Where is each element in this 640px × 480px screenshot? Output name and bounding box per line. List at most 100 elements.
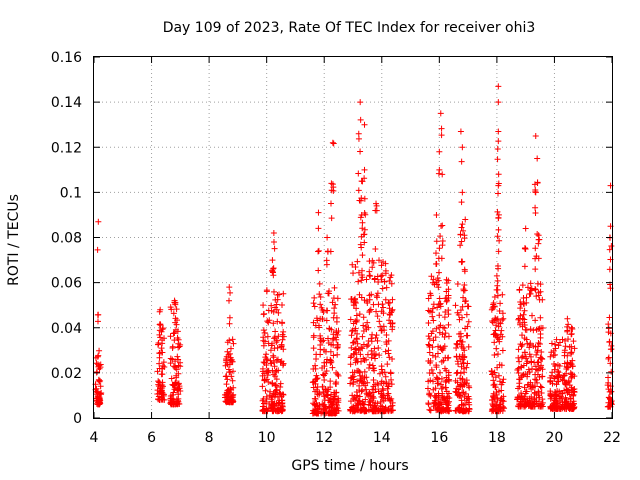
data-point: [563, 386, 570, 393]
data-point: [322, 370, 329, 377]
data-point: [356, 368, 363, 375]
data-point: [547, 353, 554, 360]
data-point: [493, 272, 500, 279]
data-point: [269, 407, 276, 414]
data-point: [605, 379, 612, 386]
data-point: [330, 342, 337, 349]
data-point: [270, 288, 277, 295]
data-point: [532, 317, 539, 324]
data-point: [352, 346, 358, 353]
data-point: [492, 374, 499, 381]
data-point: [489, 371, 496, 378]
data-point: [453, 354, 460, 361]
data-point: [279, 319, 286, 326]
data-point: [494, 233, 501, 240]
data-point: [456, 404, 463, 411]
data-point: [269, 402, 276, 409]
x-axis-ticks: 4 6 8 10 12 14 16 18 20 22: [90, 57, 621, 446]
data-point: [454, 358, 461, 365]
data-point: [538, 362, 545, 369]
data-point: [223, 353, 230, 360]
data-point: [167, 333, 174, 340]
data-point: [353, 355, 360, 362]
data-point: [431, 392, 438, 399]
data-point: [566, 405, 573, 412]
data-point: [356, 291, 363, 298]
data-point: [495, 83, 502, 90]
x-tick-label: 8: [205, 430, 214, 446]
data-point: [331, 393, 338, 400]
data-point: [569, 357, 576, 364]
data-point: [382, 373, 389, 380]
data-point: [368, 291, 375, 298]
data-point: [358, 244, 365, 251]
data-point: [167, 397, 174, 404]
data-point: [159, 365, 166, 372]
data-point: [357, 116, 364, 123]
data-point: [436, 245, 443, 252]
data-point: [430, 301, 437, 308]
data-point: [229, 358, 236, 365]
data-point: [605, 329, 612, 336]
data-point: [280, 328, 287, 335]
data-point: [386, 305, 393, 312]
data-point: [317, 294, 324, 301]
data-point: [568, 349, 575, 356]
data-point: [605, 374, 612, 381]
data-point: [319, 365, 326, 372]
data-point: [327, 359, 334, 366]
data-point: [523, 355, 530, 362]
data-point: [460, 345, 467, 352]
data-point: [170, 330, 177, 337]
data-point: [499, 397, 506, 404]
data-point: [534, 349, 541, 356]
data-point: [495, 265, 502, 272]
data-point: [537, 355, 544, 362]
data-point: [328, 398, 335, 405]
data-point: [383, 284, 390, 291]
data-point: [356, 311, 363, 318]
data-point: [309, 410, 316, 417]
data-point: [365, 337, 372, 344]
data-point: [564, 360, 571, 367]
data-point: [366, 272, 373, 279]
x-tick-label: 18: [488, 430, 506, 446]
data-point: [358, 277, 365, 284]
data-point: [379, 301, 386, 308]
data-point: [433, 325, 440, 332]
data-point: [516, 376, 523, 383]
data-point: [532, 189, 539, 196]
data-point: [435, 380, 442, 387]
data-point: [311, 395, 318, 402]
data-point: [160, 359, 167, 366]
data-point: [606, 246, 613, 253]
data-point: [361, 401, 368, 408]
data-point: [551, 366, 558, 373]
data-point: [355, 269, 362, 276]
data-point: [534, 155, 541, 162]
data-point: [533, 376, 540, 383]
data-point: [355, 135, 362, 142]
data-point: [359, 178, 366, 185]
data-point: [532, 285, 539, 292]
chart-title: Day 109 of 2023, Rate Of TEC Index for r…: [163, 20, 536, 36]
data-point: [495, 248, 502, 255]
data-point: [527, 287, 534, 294]
data-point: [551, 361, 557, 368]
data-point: [489, 370, 496, 377]
data-point: [526, 344, 533, 351]
data-point: [174, 387, 181, 394]
data-point: [379, 285, 386, 292]
data-point: [363, 326, 370, 333]
data-point: [549, 380, 556, 387]
data-point: [605, 355, 612, 362]
data-point: [330, 352, 337, 359]
data-point: [460, 359, 467, 366]
data-point: [353, 402, 360, 409]
data-point: [361, 166, 368, 173]
data-point: [174, 335, 181, 342]
data-point: [311, 294, 318, 301]
data-point: [519, 323, 526, 330]
data-point: [379, 392, 386, 399]
data-point: [526, 341, 533, 348]
